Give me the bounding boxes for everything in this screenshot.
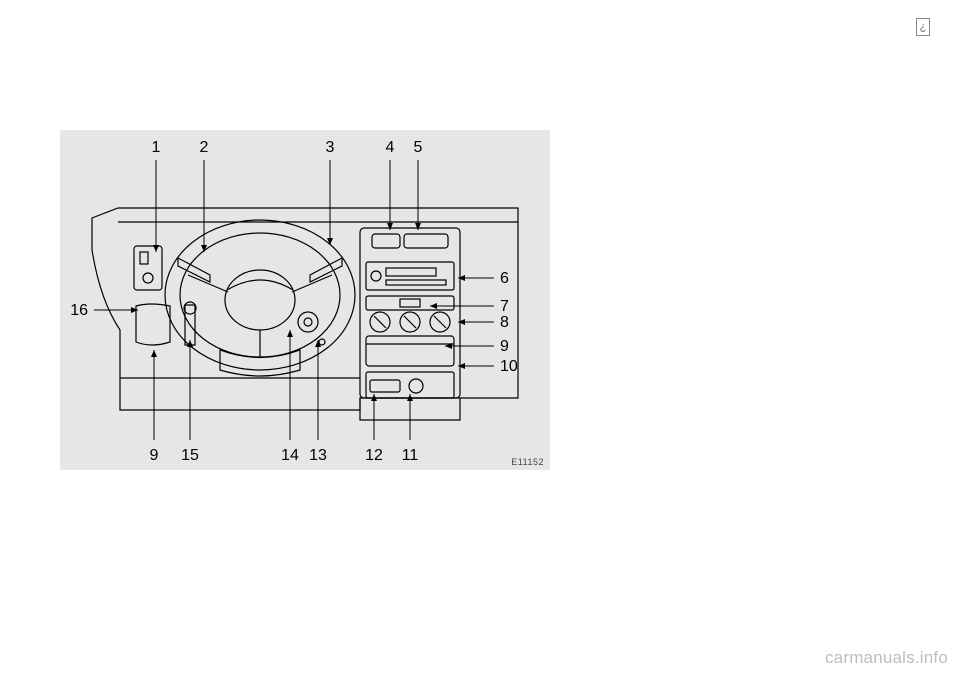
page-root: ¿ bbox=[0, 0, 960, 678]
figure-id-label: E11152 bbox=[511, 457, 544, 467]
callout-label-1: 1 bbox=[152, 139, 161, 156]
callout-label-15: 15 bbox=[181, 447, 199, 464]
callout-label-5: 5 bbox=[414, 139, 423, 156]
callout-label-7: 7 bbox=[500, 298, 509, 315]
callout-label-16: 16 bbox=[70, 302, 88, 319]
dashboard-figure: 123456789101691514131211 E11152 bbox=[60, 130, 550, 470]
callout-label-14: 14 bbox=[281, 447, 299, 464]
dashboard-svg: 123456789101691514131211 bbox=[60, 130, 550, 470]
callout-label-9: 9 bbox=[150, 447, 159, 464]
corner-glyph: ¿ bbox=[920, 21, 927, 33]
callout-label-2: 2 bbox=[200, 139, 209, 156]
callout-label-3: 3 bbox=[326, 139, 335, 156]
callout-label-4: 4 bbox=[386, 139, 395, 156]
callout-label-8: 8 bbox=[500, 314, 509, 331]
corner-glyph-box: ¿ bbox=[916, 18, 930, 36]
callout-label-10: 10 bbox=[500, 358, 518, 375]
watermark-text: carmanuals.info bbox=[825, 648, 948, 668]
callout-label-12: 12 bbox=[365, 447, 383, 464]
callout-label-6: 6 bbox=[500, 270, 509, 287]
callout-label-13: 13 bbox=[309, 447, 327, 464]
callout-label-11: 11 bbox=[402, 447, 419, 464]
callout-label-9: 9 bbox=[500, 338, 509, 355]
